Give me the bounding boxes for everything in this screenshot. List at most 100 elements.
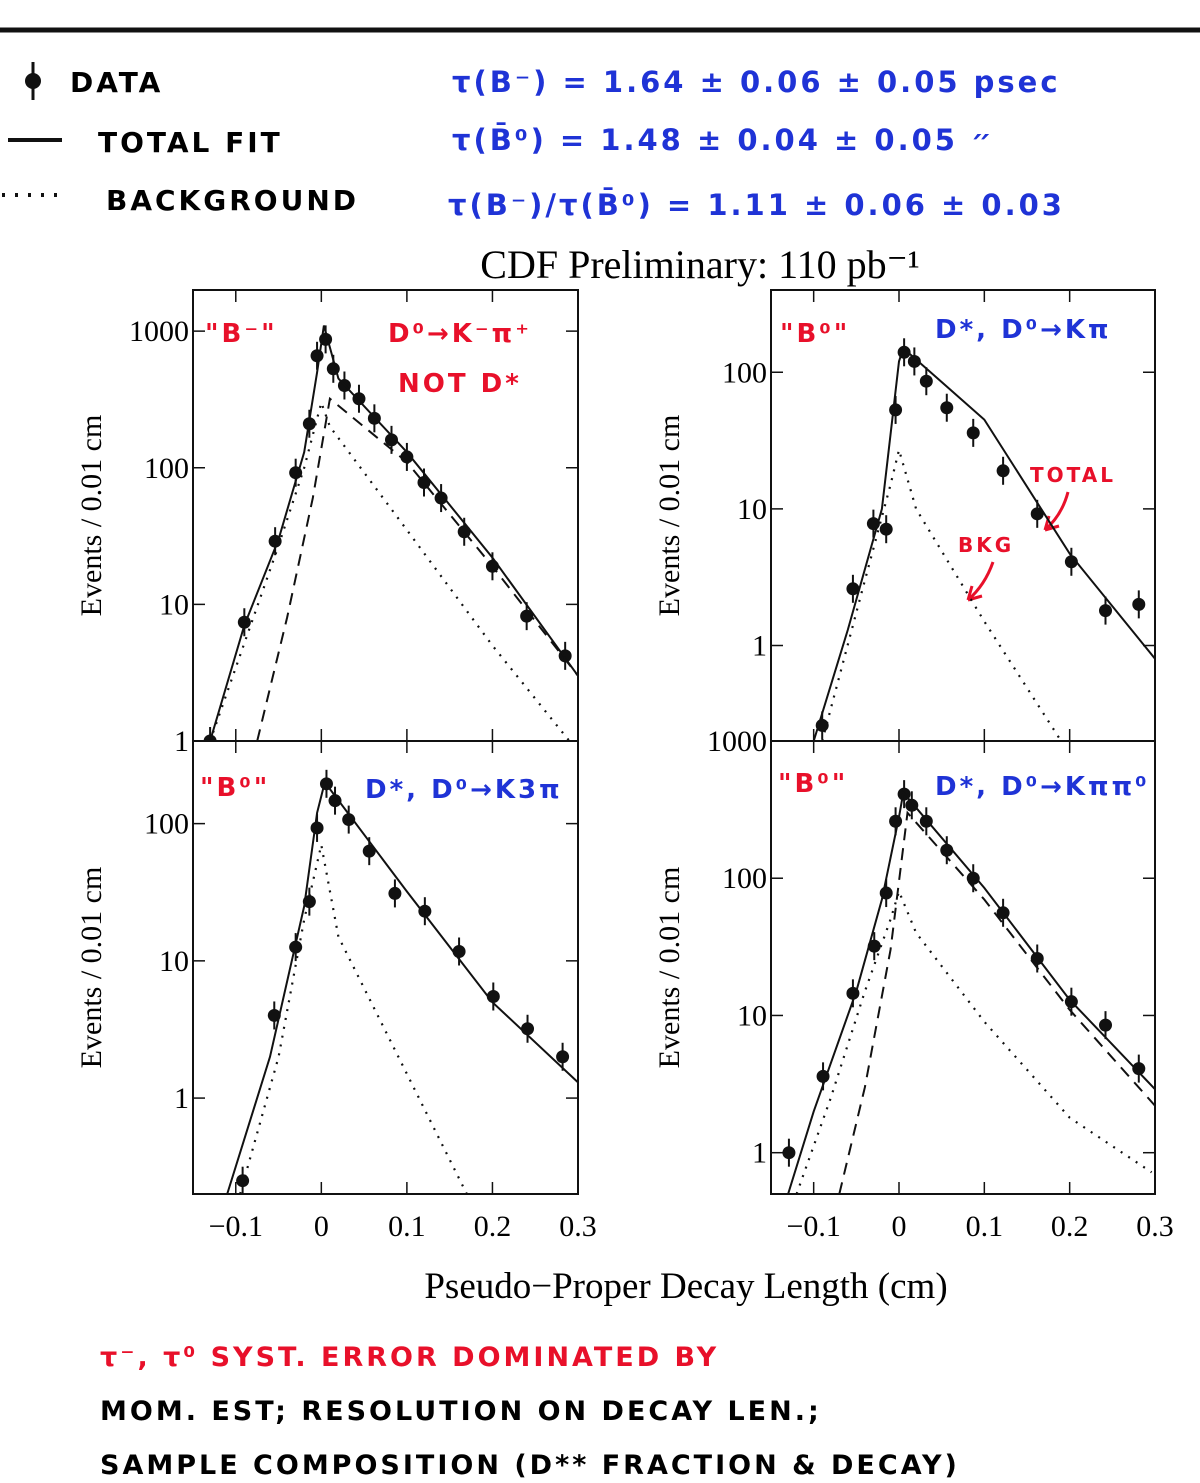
data-point xyxy=(362,844,376,858)
footer-note: SAMPLE COMPOSITION (D** FRACTION & DECAY… xyxy=(100,1450,960,1481)
data-point xyxy=(310,349,324,363)
data-point xyxy=(388,886,402,900)
x-tick-label: 0.1 xyxy=(388,1210,426,1243)
fit-curve xyxy=(787,790,1155,1194)
annotation: TOTAL xyxy=(1030,463,1116,487)
data-point xyxy=(1132,597,1146,611)
data-point xyxy=(310,821,324,835)
x-tick-label: 0.2 xyxy=(474,1210,512,1243)
panel: 1 10 100 1000 Events / 0.01 cm "B⁻" D⁰→K⁻π⁺ NOT… xyxy=(75,289,579,758)
fit-curve xyxy=(209,325,578,741)
data-point xyxy=(452,944,466,958)
data-point xyxy=(556,1050,570,1064)
data-point xyxy=(879,522,893,536)
decay-label: NOT D* xyxy=(398,369,522,399)
plot-frame xyxy=(192,740,579,1195)
y-tick-label: 1000 xyxy=(129,315,189,348)
panel: 1 10 100 1000 −0.1 0 0.1 0.2 0.3 Events / 0.01 cm… xyxy=(653,725,1174,1243)
fit-curve xyxy=(812,346,1155,741)
plot-area xyxy=(782,780,1155,1194)
data-point xyxy=(1030,507,1044,521)
legend-label: BACKGROUND xyxy=(106,184,359,217)
x-tick-label: 0.3 xyxy=(1136,1210,1174,1243)
result: τ(B⁻) = 1.64 ± 0.06 ± 0.05 psec xyxy=(452,65,1061,99)
data-point xyxy=(236,1174,250,1188)
data-point xyxy=(905,798,919,812)
footer-note: τ⁻, τ⁰ SYST. ERROR DOMINATED BY xyxy=(100,1342,719,1373)
x-tick-label: 0.3 xyxy=(559,1210,597,1243)
result: τ(B̄⁰) = 1.48 ± 0.04 ± 0.05 ״ xyxy=(452,123,995,157)
decay-label: D*, D⁰→K3π xyxy=(365,775,563,805)
data-point xyxy=(352,392,366,406)
annotation: BKG xyxy=(958,533,1014,557)
x-tick-label: 0.2 xyxy=(1051,1210,1089,1243)
x-axis-label: Pseudo−Proper Decay Length (cm) xyxy=(424,1266,947,1307)
plot-area xyxy=(812,338,1155,741)
data-point xyxy=(867,939,881,953)
plot-area xyxy=(226,769,578,1194)
data-point xyxy=(889,814,903,828)
panel-label: "B⁰" xyxy=(778,769,848,799)
data-point xyxy=(328,794,342,808)
legend-data-dot xyxy=(25,73,41,89)
data-point xyxy=(384,433,398,447)
decay-label: D*, D⁰→Kππ⁰ xyxy=(935,772,1150,802)
annotation-arrow xyxy=(966,561,995,602)
plot-frame xyxy=(770,289,1156,742)
y-tick-label: 100 xyxy=(144,452,189,485)
data-point xyxy=(966,426,980,440)
y-tick-label: 10 xyxy=(159,945,189,978)
fit-curve xyxy=(209,398,571,741)
data-point xyxy=(521,1022,535,1036)
y-axis-label: Events / 0.01 cm xyxy=(653,415,686,617)
y-tick-label: 100 xyxy=(722,356,767,389)
data-point xyxy=(434,491,448,505)
fit-curve xyxy=(838,810,1155,1194)
legend-label: DATA xyxy=(70,66,163,99)
data-point xyxy=(846,582,860,596)
data-point xyxy=(1099,604,1113,618)
chart-title: CDF Preliminary: 110 pb⁻¹ xyxy=(480,242,919,287)
y-tick-label: 1 xyxy=(174,1082,189,1115)
y-tick-label: 1 xyxy=(752,630,767,663)
result: τ(B⁻)/τ(B̄⁰) = 1.11 ± 0.06 ± 0.03 xyxy=(448,188,1065,222)
annotation-arrow xyxy=(1043,491,1070,532)
x-tick-label: 0 xyxy=(314,1210,329,1243)
decay-label: D⁰→K⁻π⁺ xyxy=(388,319,532,349)
y-axis-label: Events / 0.01 cm xyxy=(75,867,108,1069)
x-tick-label: 0.1 xyxy=(966,1210,1004,1243)
footer-note: MOM. EST; RESOLUTION ON DECAY LEN.; xyxy=(100,1396,822,1427)
y-tick-label: 1 xyxy=(174,725,189,758)
x-tick-label: −0.1 xyxy=(209,1210,263,1243)
fit-curve xyxy=(256,396,578,741)
data-point xyxy=(418,904,432,918)
data-point xyxy=(940,401,954,415)
data-point xyxy=(889,403,903,417)
y-tick-label: 10 xyxy=(737,493,767,526)
x-tick-label: −0.1 xyxy=(786,1210,840,1243)
y-tick-label: 1 xyxy=(752,1137,767,1170)
x-tick-label: 0 xyxy=(892,1210,907,1243)
plot-area xyxy=(203,325,578,741)
fit-curve xyxy=(226,780,578,1194)
y-tick-label: 1000 xyxy=(707,725,767,758)
data-point xyxy=(267,1008,281,1022)
data-point xyxy=(1132,1062,1146,1076)
data-point xyxy=(782,1146,796,1160)
data-point xyxy=(342,813,356,827)
y-tick-label: 10 xyxy=(159,588,189,621)
y-tick-label: 10 xyxy=(737,999,767,1032)
data-point xyxy=(907,354,921,368)
panel-label: "B⁰" xyxy=(780,319,850,349)
panel-label: "B⁰" xyxy=(200,773,270,803)
data-point xyxy=(919,374,933,388)
plot-frame xyxy=(192,289,579,742)
y-axis-label: Events / 0.01 cm xyxy=(653,867,686,1069)
data-point xyxy=(1099,1018,1113,1032)
y-tick-label: 100 xyxy=(144,808,189,841)
data-point xyxy=(996,464,1010,478)
decay-label: D*, D⁰→Kπ xyxy=(935,315,1112,345)
panel: 1 10 100 −0.1 0 0.1 0.2 0.3 Events / 0.01 cm "B⁰"… xyxy=(75,740,597,1243)
panel: 1 10 100 Events / 0.01 cm "B⁰" D*, D⁰→Kπ TOTAL… xyxy=(653,289,1156,742)
